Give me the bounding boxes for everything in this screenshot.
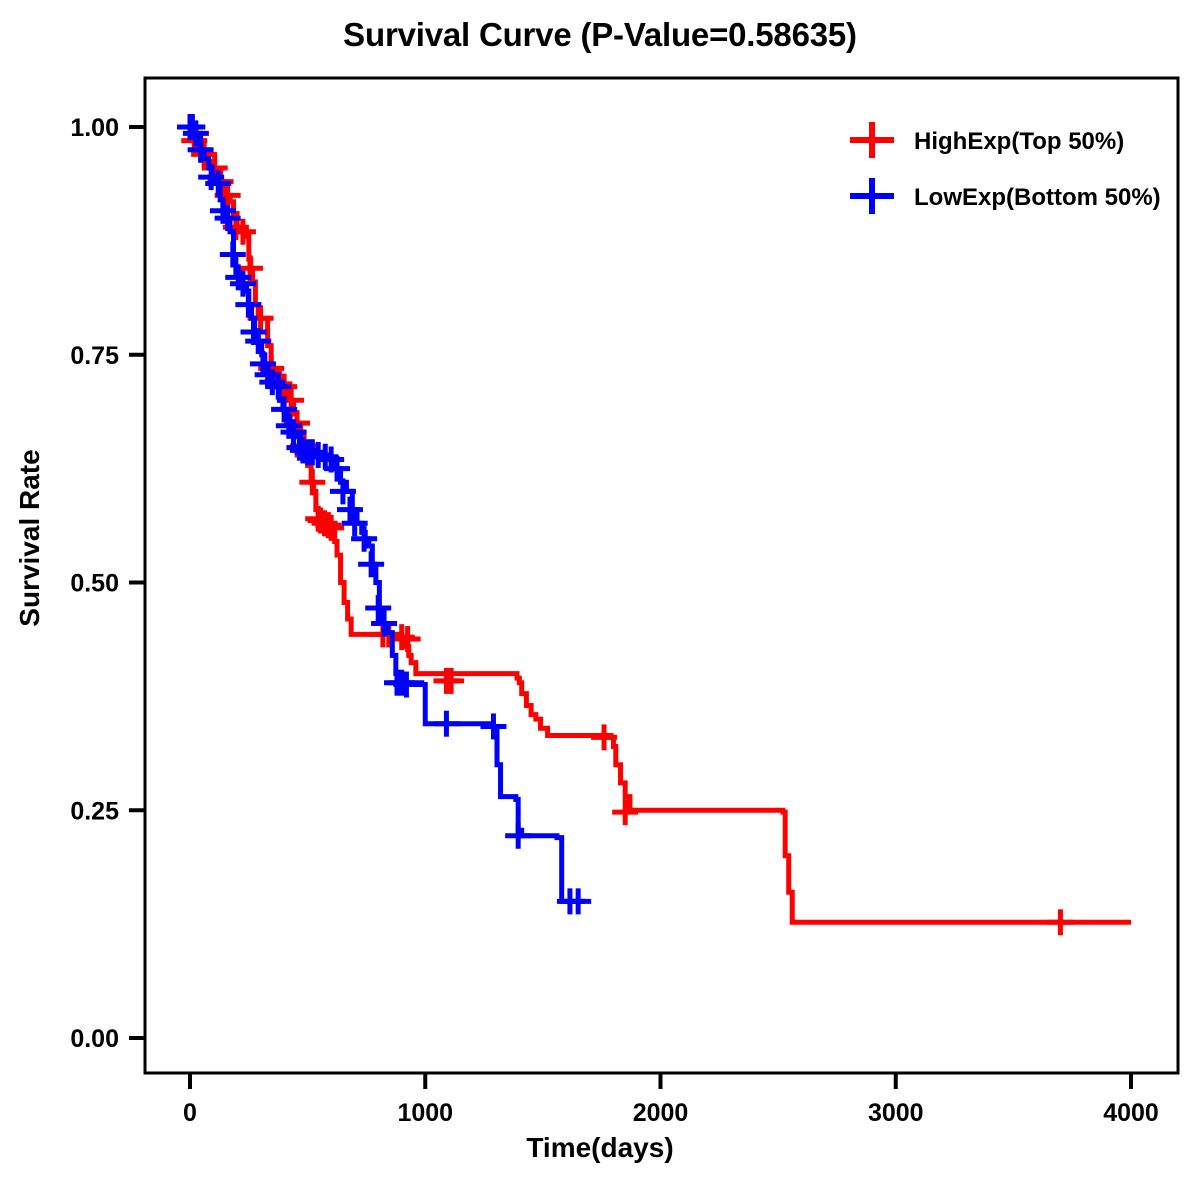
y-axis-ticks: 0.00 0.25 0.50 0.75 1.00: [70, 114, 145, 1053]
x-tick-label: 4000: [1103, 1099, 1159, 1127]
y-tick-label: 0.75: [70, 342, 119, 370]
x-tick-label: 2000: [633, 1099, 689, 1127]
legend-entry-label[interactable]: HighExp(Top 50%): [914, 128, 1124, 155]
series-layer: [177, 114, 1131, 936]
y-tick-label: 1.00: [70, 114, 119, 142]
x-tick-label: 3000: [868, 1099, 924, 1127]
x-tick-label: 1000: [397, 1099, 453, 1127]
x-axis-title: Time(days): [526, 1132, 674, 1163]
series-low-exp: [177, 114, 592, 915]
chart-legend[interactable]: HighExp(Top 50%) LowExp(Bottom 50%): [850, 122, 1161, 214]
y-tick-label: 0.00: [70, 1025, 119, 1053]
page-title: Survival Curve (P-Value=0.58635): [343, 16, 857, 53]
y-tick-label: 0.25: [70, 797, 119, 825]
legend-entry-label[interactable]: LowExp(Bottom 50%): [914, 184, 1161, 211]
series-high-exp: [181, 124, 1131, 936]
y-tick-label: 0.50: [70, 570, 119, 598]
x-axis-ticks: 0 1000 2000 3000 4000: [183, 1073, 1159, 1127]
x-tick-label: 0: [183, 1099, 197, 1127]
